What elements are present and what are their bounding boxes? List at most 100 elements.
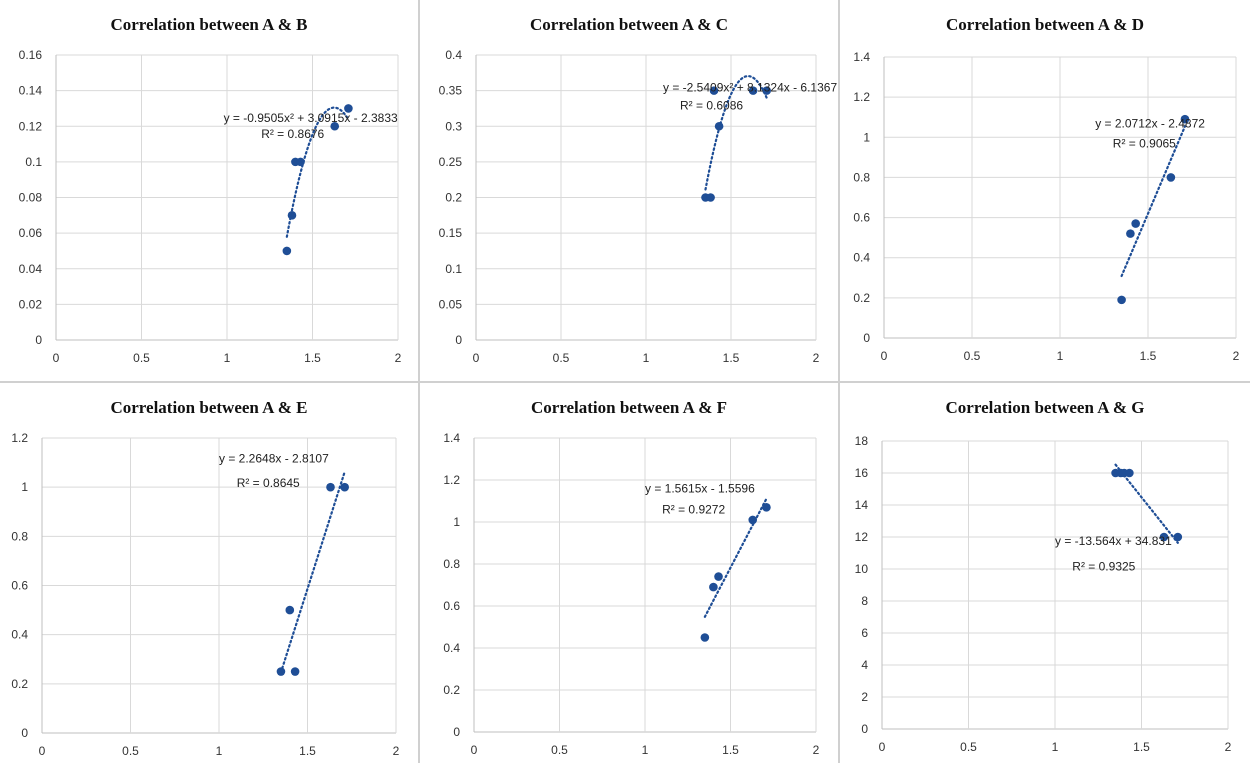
chart-panel: Correlation between A & G 0 2 4 6 8 10 12 14 16 18… [840,383,1250,763]
chart-title: Correlation between A & F [531,398,727,417]
x-tick-label: 0.5 [553,351,570,365]
trendline-equation: y = 2.2648x - 2.8107 [219,452,329,466]
y-tick-label: 18 [855,434,869,448]
x-tick-label: 2 [813,743,820,757]
x-tick-label: 1.5 [304,351,321,365]
y-tick-label: 14 [855,498,869,512]
trendline-equation: y = -2.5409x² + 8.1324x - 6.1367 [663,81,837,95]
y-tick-label: 1.2 [443,473,460,487]
y-tick-label: 0.02 [19,297,43,311]
data-point [1159,532,1169,542]
y-tick-label: 0.16 [19,48,43,62]
x-tick-label: 0.5 [133,351,150,365]
y-tick-label: 0.05 [439,297,463,311]
y-tick-label: 4 [861,658,868,672]
x-tick-label: 1 [1057,349,1064,363]
scatter-chart: Correlation between A & F 0 0.2 0.4 0.6 0.8 1 1… [443,398,820,757]
x-tick-label: 1.5 [1140,349,1157,363]
data-point [285,605,295,615]
x-tick-label: 1 [1052,740,1059,754]
chart-title: Correlation between A & C [530,15,728,34]
data-point [1117,295,1126,305]
y-tick-label: 0.4 [443,641,460,655]
x-tick-label: 0.5 [960,740,977,754]
r-squared-label: R² = 0.8645 [237,476,300,490]
y-tick-label: 0.08 [19,191,43,205]
y-tick-label: 0.14 [19,84,43,98]
data-point [709,86,719,95]
y-tick-label: 0.8 [11,529,28,543]
x-tick-label: 0.5 [551,743,568,757]
scatter-chart: Correlation between A & C 0 0.05 0.1 0.15 0.2… [439,15,838,365]
data-point [762,86,771,95]
data-point [762,503,771,512]
chart-title: Correlation between A & E [110,398,307,417]
data-point [290,667,300,676]
data-point [1131,219,1140,228]
trendline [285,106,350,238]
x-tick-label: 1 [216,744,223,758]
scatter-chart: Correlation between A & E 0 0.2 0.4 0.6 0.8 1 1… [11,398,400,758]
y-tick-label: 0.6 [853,211,870,225]
x-tick-label: 0.5 [964,349,981,363]
y-tick-label: 0.2 [11,677,28,691]
y-tick-label: 0.15 [439,226,463,240]
x-tick-label: 0 [53,351,60,365]
y-tick-label: 0.3 [445,119,462,133]
chart-title: Correlation between A & B [110,15,307,34]
x-tick-label: 1.5 [1133,740,1150,754]
data-point [700,633,710,642]
data-point [296,157,305,167]
trendline-equation: y = -13.564x + 34.831 [1055,534,1172,548]
x-tick-label: 1 [224,351,231,365]
x-tick-label: 1.5 [723,351,740,365]
x-tick-label: 2 [1225,740,1232,754]
y-tick-label: 0.2 [445,191,462,205]
y-tick-label: 0.8 [853,170,870,184]
chart-panel: Correlation between A & E 0 0.2 0.4 0.6 0.8 1 1… [0,383,418,763]
x-tick-label: 2 [393,744,400,758]
x-tick-label: 0 [879,740,886,754]
chart-panel: Correlation between A & D 0 0.2 0.4 0.6 0.8 1 1… [840,0,1250,381]
y-tick-label: 0.2 [443,683,460,697]
y-tick-label: 1.2 [853,90,870,104]
y-tick-label: 1.4 [443,431,460,445]
data-point [326,482,335,492]
y-tick-label: 1.2 [11,431,28,445]
y-tick-label: 0.04 [19,262,43,276]
y-tick-label: 0.1 [25,155,42,169]
data-point [714,572,723,581]
scatter-chart: Correlation between A & B 0 0.02 0.04 0.06 0.… [19,15,402,365]
r-squared-label: R² = 0.8676 [261,127,324,141]
data-point [706,193,715,202]
chart-title: Correlation between A & D [946,15,1144,34]
data-point [344,104,353,113]
trendline [1114,463,1179,544]
data-point [1125,468,1134,478]
trendline [1120,125,1187,278]
x-tick-label: 2 [395,351,402,365]
y-tick-label: 0 [861,722,868,736]
y-tick-label: 0.4 [445,48,462,62]
chart-panel: Correlation between A & B 0 0.02 0.04 0.06 0.… [0,0,418,381]
scatter-chart: Correlation between A & D 0 0.2 0.4 0.6 0.8 1 1… [853,15,1240,363]
x-tick-label: 0.5 [122,744,139,758]
y-tick-label: 1 [453,515,460,529]
x-tick-label: 2 [1233,349,1240,363]
y-tick-label: 0.06 [19,226,43,240]
panel-divider [0,381,1250,383]
y-tick-label: 0 [35,333,42,347]
data-point [340,482,349,492]
y-tick-label: 0.12 [19,119,43,133]
x-tick-label: 1.5 [299,744,316,758]
x-tick-label: 1 [642,743,649,757]
y-tick-label: 0.35 [439,84,463,98]
trendline-equation: y = -0.9505x² + 3.0915x - 2.3833 [224,111,398,125]
y-tick-label: 0.2 [853,291,870,305]
data-point [282,246,292,256]
trendline-equation: y = 1.5615x - 1.5596 [645,482,755,496]
data-point [1126,229,1135,238]
y-tick-label: 0.6 [443,599,460,613]
chart-panel: Correlation between A & C 0 0.05 0.1 0.15 0.2… [420,0,838,381]
x-tick-label: 0 [39,744,46,758]
